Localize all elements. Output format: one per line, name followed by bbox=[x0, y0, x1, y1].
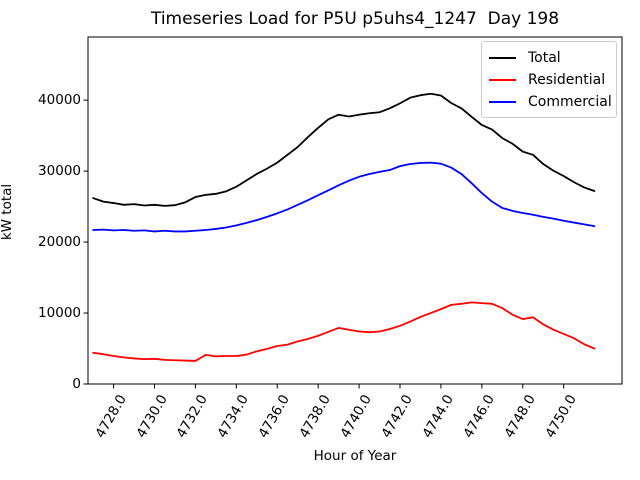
chart-title: Timeseries Load for P5U p5uhs4_1247 Day … bbox=[150, 9, 560, 29]
legend-entry: Residential bbox=[489, 69, 610, 91]
legend-entry: Total bbox=[489, 47, 610, 69]
legend-label-residential: Residential bbox=[528, 72, 606, 88]
residential-line bbox=[92, 301, 596, 362]
commercial-line bbox=[92, 161, 596, 233]
legend-entry: Commercial bbox=[489, 91, 612, 113]
y-tick-label: 10000 bbox=[38, 305, 81, 322]
y-tick-label: 20000 bbox=[38, 234, 81, 251]
y-tick-label: 0 bbox=[72, 376, 81, 392]
legend-label-total: Total bbox=[528, 50, 561, 66]
total-line bbox=[92, 92, 596, 207]
legend: Total Residential Commercial bbox=[481, 41, 617, 118]
residential-line-sample-icon bbox=[489, 79, 516, 81]
legend-label-commercial: Commercial bbox=[528, 94, 612, 110]
x-axis-label: Hour of Year bbox=[313, 448, 397, 464]
axes-spines bbox=[87, 36, 623, 385]
commercial-line-sample-icon bbox=[489, 101, 516, 103]
total-line-sample-icon bbox=[489, 57, 516, 59]
y-tick-label: 30000 bbox=[38, 163, 81, 180]
y-tick-label: 40000 bbox=[38, 92, 81, 109]
